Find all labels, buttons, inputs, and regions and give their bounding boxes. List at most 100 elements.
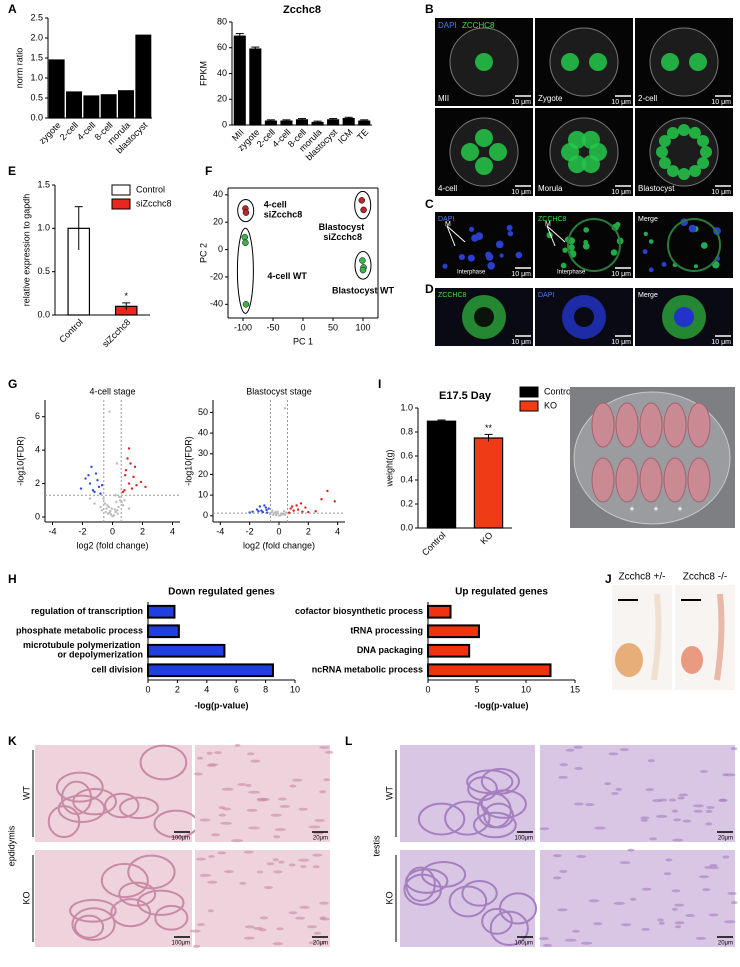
tissue [276,927,284,931]
tissue [237,782,247,786]
x-tick-label: -2 [78,526,86,536]
tissue [266,862,275,866]
tissue [272,942,284,946]
tissue [256,870,264,874]
embryo [663,402,687,448]
point [130,487,134,490]
x-tick-label: 100 [355,322,370,332]
tissue [256,798,267,802]
testis [615,643,643,677]
tissue [417,802,466,836]
group-outline [354,190,372,220]
x-axis-label: PC 1 [293,336,313,346]
x-tick-label: KO [478,530,494,546]
chart-title: E17.5 Day [439,390,492,402]
channel-label: ZCCHC8 [438,292,466,299]
tissue [480,767,521,795]
embryo [687,457,711,503]
point [260,509,263,512]
scale-label: 10 μm [711,339,731,346]
x-tick-label: 0 [300,322,305,332]
annotation: * [678,504,683,518]
y-tick-label: 0.8 [400,426,413,436]
tissue [313,931,322,935]
x-tick-label: 2 [306,526,311,536]
tissue [722,855,730,859]
tissue [584,803,595,807]
micrograph [435,212,533,278]
tissue [324,750,334,754]
tissue [312,865,320,869]
error-bar [235,33,244,39]
tissue [243,850,254,854]
genotype-label: Zcchc8 -/- [683,572,727,583]
tissue [580,941,593,945]
x-tick-label: 0 [145,684,150,694]
tissue [139,744,188,781]
tissue [574,802,584,806]
bar [427,663,552,678]
tissue [559,869,568,873]
tissue [308,941,317,945]
error-bar [282,119,291,123]
bar [48,59,65,119]
point [265,508,268,512]
y-tick-label: 0 [218,244,223,254]
point [295,504,298,507]
tissue [104,792,140,819]
y-axis-label: relative expression to gapdh [21,194,31,307]
panel-letter: G [8,377,17,391]
tissue [723,920,736,924]
bar [118,90,134,119]
point [121,490,125,494]
annotation: M [445,221,451,228]
stage-label: MII [438,94,449,103]
y-axis-label: norm ratio [14,48,24,89]
point [271,509,274,512]
point [242,209,250,216]
bar [426,420,457,529]
point [84,477,87,480]
point [333,500,336,503]
bar [147,624,180,639]
tissue [489,910,529,946]
channel-label: ZCCHC8 [538,216,566,223]
x-tick-label: 8 [263,684,268,694]
tissue [565,748,575,752]
tissue [640,816,650,820]
channel-label: DAPI [438,216,454,223]
cell [667,218,721,272]
error-bar [122,302,131,310]
x-tick-label: 2-cell [58,120,80,142]
tissue [199,818,211,822]
scale-label: 20μm [313,941,328,947]
panel-letter: L [345,734,352,748]
tissue [619,861,631,865]
tissue [663,872,672,876]
tissue [71,907,116,942]
embryo [591,402,615,448]
micrograph [540,745,735,842]
bar [427,604,452,619]
micrograph [400,745,535,842]
tissue [69,898,117,923]
tissue [706,805,715,809]
micrograph [35,850,192,947]
tissue [319,941,327,945]
y-tick-label: tRNA processing [350,626,423,636]
point [242,239,249,246]
tissue [576,854,587,858]
chromatin [693,264,698,269]
tissue [692,804,704,808]
panel-letter: E [8,164,16,178]
annotation: M [545,221,551,228]
y-tick-label: 1.0 [30,72,43,82]
tissue [299,905,310,909]
oocyte [549,117,619,187]
tissue [649,837,657,841]
bar [249,48,262,126]
tissue [279,804,290,808]
tissue [323,778,330,782]
oocyte [649,27,719,97]
x-tick-label: 4 [170,526,175,536]
